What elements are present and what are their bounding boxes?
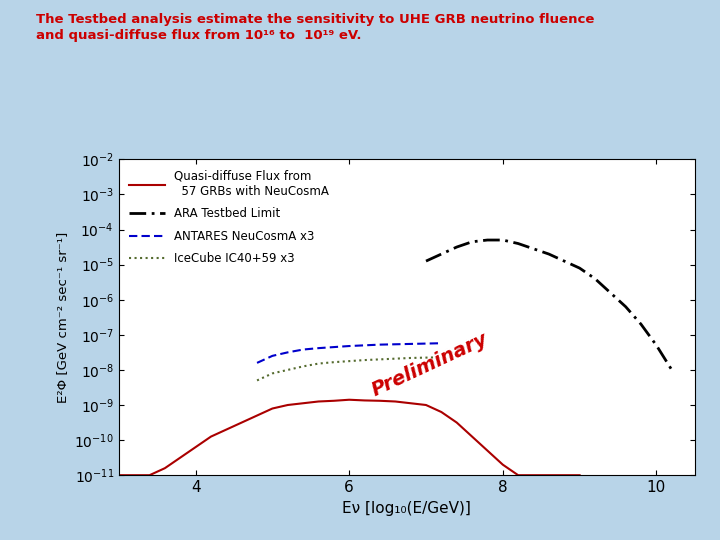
Legend: Quasi-diffuse Flux from
  57 GRBs with NeuCosmA, ARA Testbed Limit, ANTARES NeuC: Quasi-diffuse Flux from 57 GRBs with Neu… — [125, 165, 334, 270]
Text: Preliminary: Preliminary — [369, 329, 491, 400]
Text: The Testbed analysis estimate the sensitivity to UHE GRB neutrino fluence
and qu: The Testbed analysis estimate the sensit… — [36, 14, 595, 42]
Y-axis label: E²Φ [GeV cm⁻² sec⁻¹ sr⁻¹]: E²Φ [GeV cm⁻² sec⁻¹ sr⁻¹] — [55, 232, 69, 403]
X-axis label: Eν [log₁₀(E/GeV)]: Eν [log₁₀(E/GeV)] — [343, 501, 471, 516]
